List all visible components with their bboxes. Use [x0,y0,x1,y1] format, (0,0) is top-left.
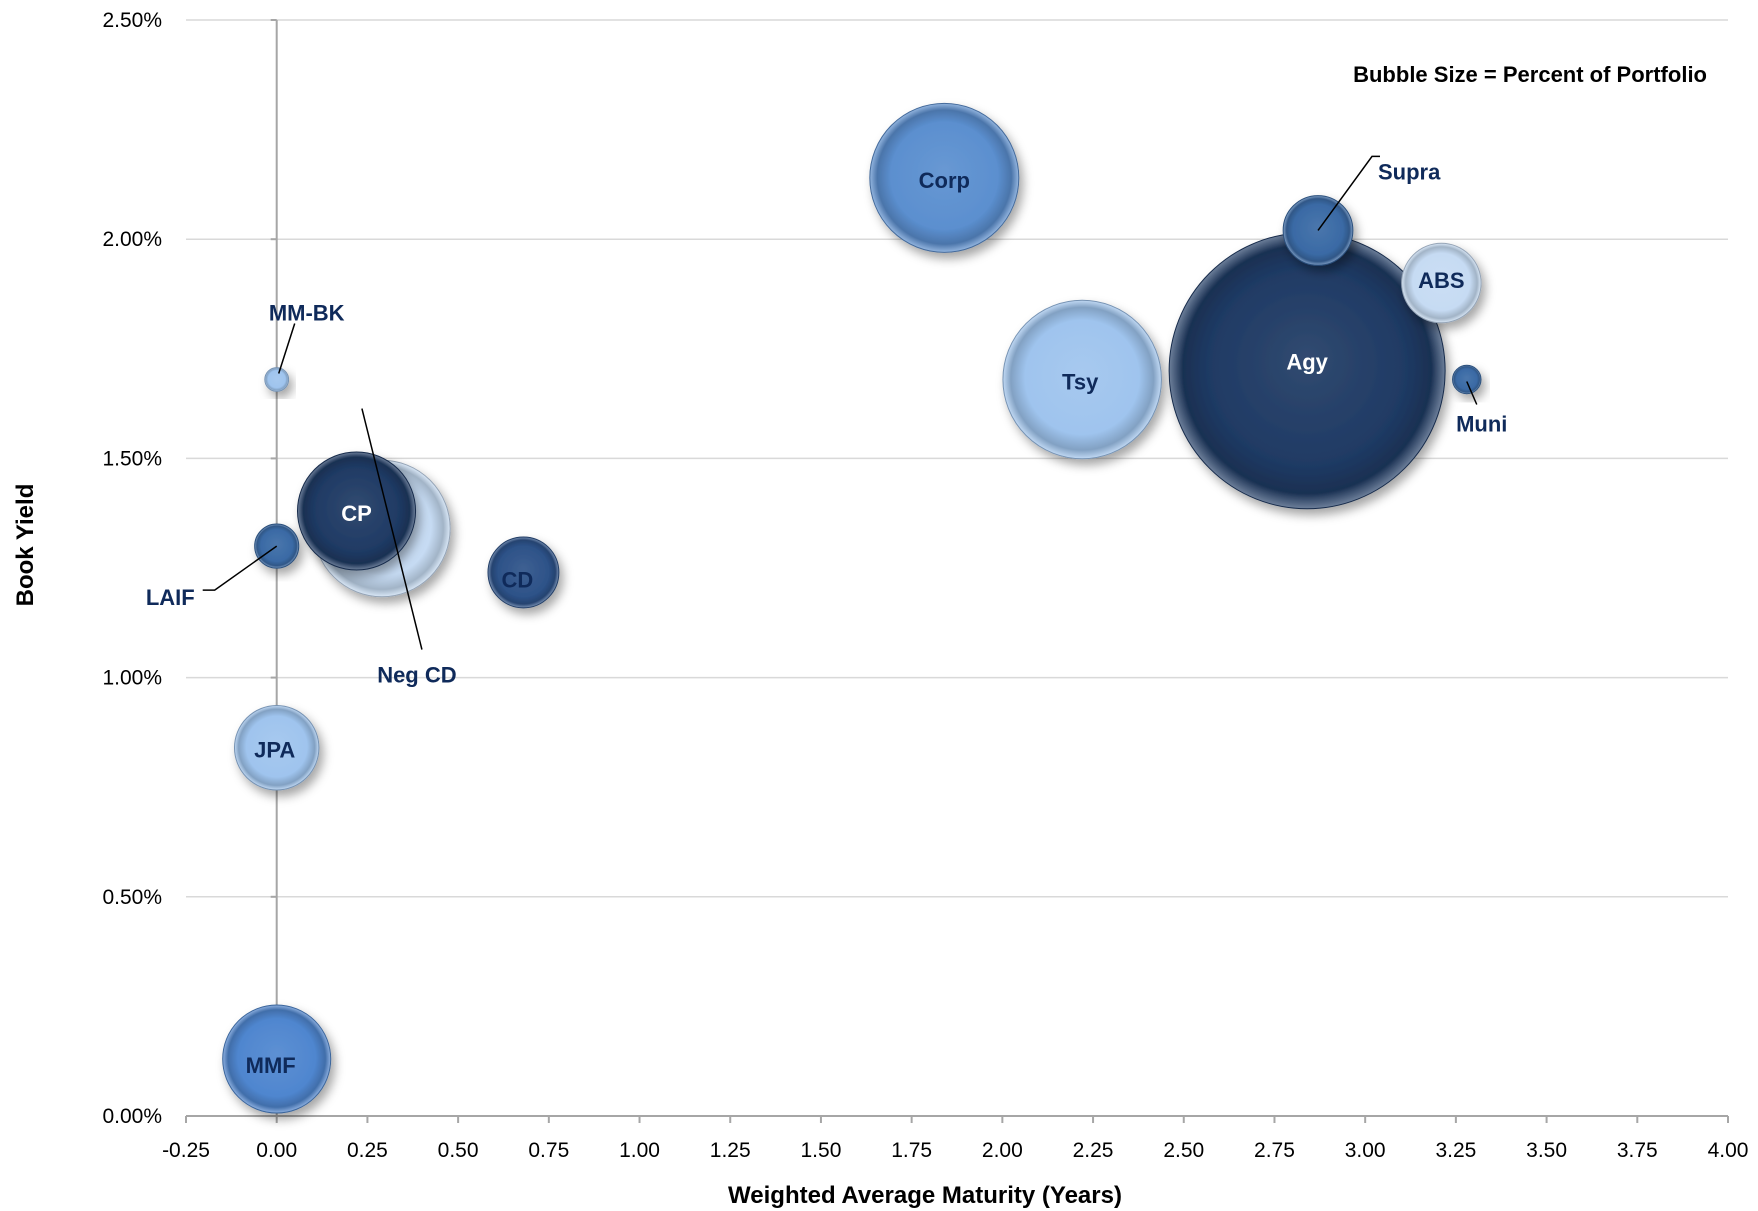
x-tick-label: 0.00 [256,1139,297,1162]
leader-line [1466,381,1478,405]
leader-line [361,408,423,650]
x-tick-label: 2.00 [982,1139,1023,1162]
x-tick-labels: -0.25 0.00 0.25 0.50 0.75 1.00 1.25 1.50 1.75 2.0… [162,1139,1748,1162]
bubble-label-jpa: JPA [254,738,295,763]
bubble-tsy [1002,299,1162,460]
bubble-label-muni: Muni [1456,411,1507,436]
bubble-label-tsy: Tsy [1062,369,1099,394]
bubble-label-supra: Supra [1378,159,1441,184]
x-tick-label: 2.75 [1254,1139,1295,1162]
y-tick-label: 1.00% [102,667,162,690]
gridlines [186,19,1728,898]
bubble-label-neg-cd: Neg CD [377,663,456,688]
bubble-label-laif: LAIF [146,585,195,610]
bubbles [222,102,1482,1114]
y-tick-labels: 0.00% 0.50% 1.00% 1.50% 2.00% 2.50% [102,9,162,1128]
bubble-mmf [222,1004,332,1114]
bubble-cp [296,451,417,571]
x-tick-label: 1.25 [710,1139,751,1162]
y-axis-title: Book Yield [12,484,39,607]
y-tick-label: 1.50% [102,447,162,470]
x-tick-label: 3.75 [1617,1139,1658,1162]
x-tick-label: 1.50 [801,1139,842,1162]
x-tick-label: 2.50 [1163,1139,1204,1162]
x-axis-title: Weighted Average Maturity (Years) [728,1182,1122,1209]
bubble-jpa [233,705,320,791]
x-tick-label: 1.75 [891,1139,932,1162]
x-tick-label: 0.75 [528,1139,569,1162]
x-tick-label: 3.50 [1526,1139,1567,1162]
bubble-label-abs: ABS [1418,268,1464,293]
label-leader-lines [202,155,1478,650]
leader-line [1317,155,1381,231]
bubble-cd [487,536,560,609]
bubble-supra [1282,195,1354,266]
x-tick-label: -0.25 [162,1139,210,1162]
x-tick-label: 2.25 [1073,1139,1114,1162]
bubble-abs [1401,242,1482,324]
y-tick-label: 2.00% [102,228,162,251]
y-tick-label: 2.50% [102,9,162,32]
x-tick-label: 3.25 [1435,1139,1476,1162]
bubble-muni [1452,364,1482,395]
y-tick-label: 0.50% [102,886,162,909]
bubble-label-mmf: MMF [246,1053,296,1078]
x-tick-label: 3.00 [1345,1139,1386,1162]
x-tick-label: 0.25 [347,1139,388,1162]
bubble-labels: Neg CD CP Corp Tsy Agy Supra ABS Muni MM-BK LAIF C… [146,159,1508,1078]
x-axis [185,1115,1729,1123]
bubble-label-mm-bk: MM-BK [269,300,345,325]
bubble-size-note: Bubble Size = Percent of Portfolio [1353,62,1707,87]
leader-line [202,545,278,591]
x-tick-label: 1.00 [619,1139,660,1162]
bubble-label-corp: Corp [919,168,970,193]
bubble-label-agy: Agy [1286,350,1328,375]
bubble-mm-bk [264,367,290,392]
bubble-label-cd: CD [502,567,534,592]
y-tick-label: 0.00% [102,1105,162,1128]
x-tick-label: 4.00 [1708,1139,1749,1162]
x-tick-label: 0.50 [438,1139,479,1162]
bubble-corp [869,102,1020,253]
leader-line [277,323,296,374]
bubble-label-cp: CP [341,501,372,526]
